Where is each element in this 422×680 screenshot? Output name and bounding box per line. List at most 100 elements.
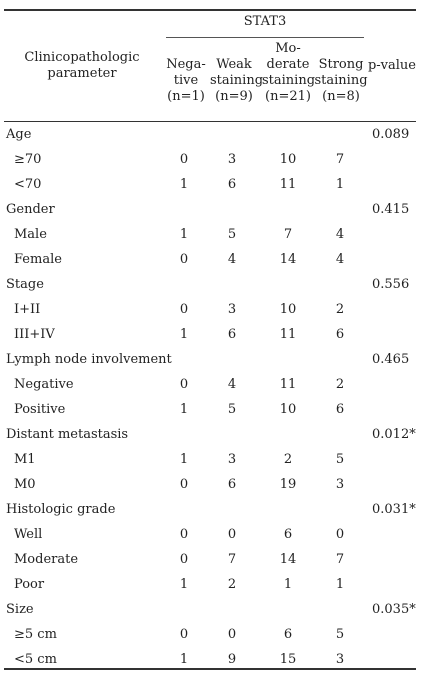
count-negative: 0 bbox=[179, 477, 189, 492]
count-weak: 9 bbox=[227, 652, 237, 667]
group-row-age: Age 0.089 bbox=[0, 122, 422, 147]
group-row-stage: Stage 0.556 bbox=[0, 272, 422, 297]
count-moderate: 10 bbox=[279, 302, 297, 317]
pvalue-cell: 0.465 bbox=[372, 352, 410, 367]
category-label: M0 bbox=[14, 477, 36, 492]
count-weak: 6 bbox=[227, 327, 237, 342]
pvalue-cell: 0.012* bbox=[372, 427, 416, 442]
table-top-rule bbox=[4, 9, 416, 11]
count-moderate: 10 bbox=[279, 402, 297, 417]
count-strong: 5 bbox=[335, 627, 345, 642]
table-row: Positive 1 5 10 6 bbox=[0, 397, 422, 422]
table-body: Age 0.089 ≥70 0 3 10 7 <70 1 6 11 1 Gender 0.415 Male 1… bbox=[0, 122, 422, 672]
count-moderate: 11 bbox=[279, 177, 297, 192]
category-label: III+IV bbox=[14, 327, 55, 342]
column-header-negative: Nega- tive (n=1) bbox=[166, 57, 206, 104]
column-header-strong: Strong staining (n=8) bbox=[314, 57, 368, 104]
count-negative: 0 bbox=[179, 302, 189, 317]
category-label: Negative bbox=[14, 377, 74, 392]
column-header-moderate: Mo- derate staining (n=21) bbox=[262, 41, 316, 104]
count-strong: 1 bbox=[335, 177, 345, 192]
count-negative: 0 bbox=[179, 377, 189, 392]
count-negative: 1 bbox=[179, 652, 189, 667]
group-header-stat3: STAT3 bbox=[243, 14, 287, 29]
group-header-underline bbox=[166, 37, 364, 38]
count-negative: 1 bbox=[179, 577, 189, 592]
count-weak: 6 bbox=[227, 477, 237, 492]
count-negative: 0 bbox=[179, 152, 189, 167]
count-strong: 1 bbox=[335, 577, 345, 592]
pvalue-cell: 0.415 bbox=[372, 202, 410, 217]
table-row: M1 1 3 2 5 bbox=[0, 447, 422, 472]
pvalue-cell: 0.031* bbox=[372, 502, 416, 517]
count-moderate: 19 bbox=[279, 477, 297, 492]
count-weak: 2 bbox=[227, 577, 237, 592]
count-negative: 0 bbox=[179, 627, 189, 642]
table-row: <70 1 6 11 1 bbox=[0, 172, 422, 197]
count-strong: 2 bbox=[335, 302, 345, 317]
count-moderate: 11 bbox=[279, 377, 297, 392]
count-weak: 3 bbox=[227, 302, 237, 317]
table-row: Poor 1 2 1 1 bbox=[0, 572, 422, 597]
group-label: Age bbox=[6, 127, 32, 142]
category-label: Poor bbox=[14, 577, 45, 592]
column-header-weak: Weak staining (n=9) bbox=[210, 57, 264, 104]
count-weak: 5 bbox=[227, 402, 237, 417]
count-weak: 5 bbox=[227, 227, 237, 242]
pvalue-column-header: p-value bbox=[367, 58, 417, 73]
category-label: <5 cm bbox=[14, 652, 57, 667]
category-label: ≥5 cm bbox=[14, 627, 57, 642]
table-row: Negative 0 4 11 2 bbox=[0, 372, 422, 397]
count-moderate: 7 bbox=[283, 227, 293, 242]
category-label: M1 bbox=[14, 452, 36, 467]
table-row: I+II 0 3 10 2 bbox=[0, 297, 422, 322]
table-row: M0 0 6 19 3 bbox=[0, 472, 422, 497]
count-moderate: 2 bbox=[283, 452, 293, 467]
table-bottom-rule bbox=[4, 668, 416, 670]
table-row: Well 0 0 6 0 bbox=[0, 522, 422, 547]
count-negative: 0 bbox=[179, 527, 189, 542]
pvalue-cell: 0.556 bbox=[372, 277, 410, 292]
table-row: <5 cm 1 9 15 3 bbox=[0, 647, 422, 672]
category-label: ≥70 bbox=[14, 152, 42, 167]
count-strong: 7 bbox=[335, 152, 345, 167]
group-label: Histologic grade bbox=[6, 502, 116, 517]
count-moderate: 10 bbox=[279, 152, 297, 167]
count-moderate: 6 bbox=[283, 627, 293, 642]
count-weak: 3 bbox=[227, 452, 237, 467]
group-row-histologic-grade: Histologic grade 0.031* bbox=[0, 497, 422, 522]
table-row: Moderate 0 7 14 7 bbox=[0, 547, 422, 572]
count-strong: 3 bbox=[335, 652, 345, 667]
count-negative: 0 bbox=[179, 552, 189, 567]
header-bottom-rule bbox=[4, 121, 416, 122]
table-row: Male 1 5 7 4 bbox=[0, 222, 422, 247]
count-weak: 3 bbox=[227, 152, 237, 167]
count-strong: 6 bbox=[335, 327, 345, 342]
count-moderate: 14 bbox=[279, 552, 297, 567]
count-moderate: 1 bbox=[283, 577, 293, 592]
count-moderate: 11 bbox=[279, 327, 297, 342]
count-negative: 1 bbox=[179, 227, 189, 242]
count-strong: 4 bbox=[335, 227, 345, 242]
group-row-distant-metastasis: Distant metastasis 0.012* bbox=[0, 422, 422, 447]
category-label: Positive bbox=[14, 402, 66, 417]
count-weak: 7 bbox=[227, 552, 237, 567]
count-strong: 4 bbox=[335, 252, 345, 267]
count-negative: 1 bbox=[179, 402, 189, 417]
count-negative: 1 bbox=[179, 327, 189, 342]
group-label: Gender bbox=[6, 202, 55, 217]
count-weak: 0 bbox=[227, 627, 237, 642]
count-weak: 4 bbox=[227, 252, 237, 267]
category-label: Male bbox=[14, 227, 47, 242]
table-row: ≥5 cm 0 0 6 5 bbox=[0, 622, 422, 647]
count-strong: 6 bbox=[335, 402, 345, 417]
group-label: Lymph node involvement bbox=[6, 352, 172, 367]
count-strong: 0 bbox=[335, 527, 345, 542]
group-row-gender: Gender 0.415 bbox=[0, 197, 422, 222]
table-row: III+IV 1 6 11 6 bbox=[0, 322, 422, 347]
count-negative: 1 bbox=[179, 177, 189, 192]
group-row-size: Size 0.035* bbox=[0, 597, 422, 622]
count-negative: 0 bbox=[179, 252, 189, 267]
count-strong: 2 bbox=[335, 377, 345, 392]
